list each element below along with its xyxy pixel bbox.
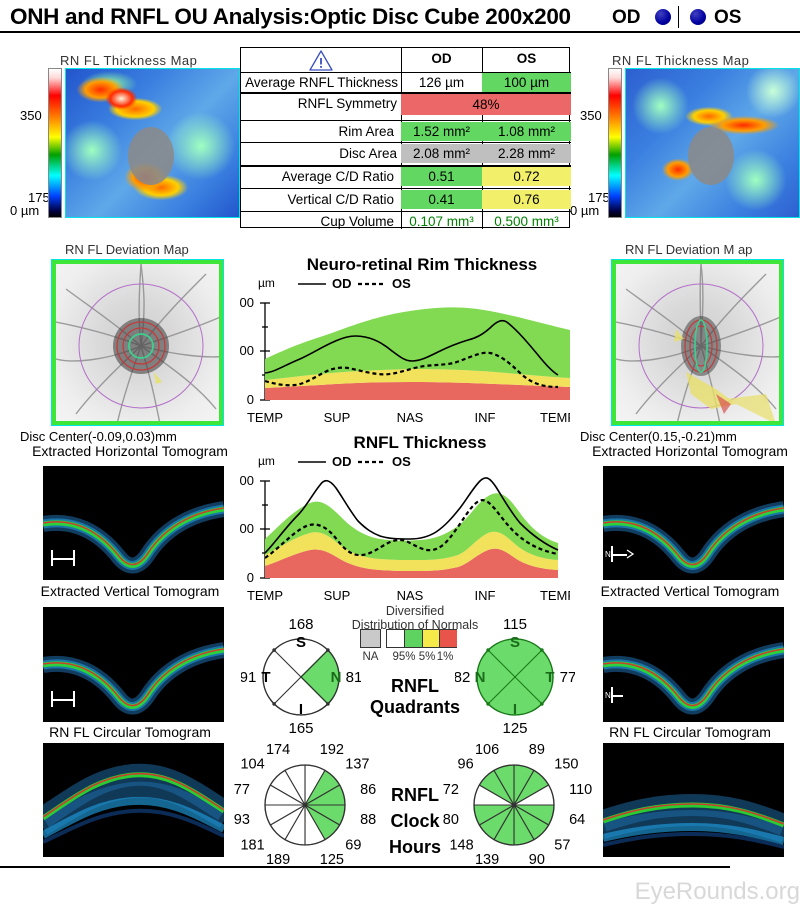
svg-text:N: N [331, 669, 342, 686]
svg-text:INF: INF [475, 410, 496, 425]
svg-text:TEMP: TEMP [540, 410, 570, 425]
svg-text:OS: OS [392, 276, 411, 291]
svg-text:106: 106 [475, 741, 499, 757]
svg-text:TEMP: TEMP [247, 588, 283, 603]
svg-text:µm: µm [258, 276, 275, 290]
svg-text:93: 93 [233, 811, 249, 827]
svg-text:TEMP: TEMP [247, 410, 283, 425]
svg-text:77: 77 [560, 669, 575, 686]
svg-text:96: 96 [458, 756, 474, 772]
svg-text:SUP: SUP [324, 410, 351, 425]
svg-text:192: 192 [319, 741, 343, 757]
svg-text:77: 77 [233, 782, 249, 798]
svg-text:0: 0 [247, 392, 254, 407]
svg-text:OD: OD [332, 276, 352, 291]
svg-text:57: 57 [554, 837, 570, 853]
svg-text:SUP: SUP [324, 588, 351, 603]
svg-text:NAS: NAS [397, 410, 424, 425]
svg-text:100: 100 [240, 521, 254, 536]
svg-text:64: 64 [569, 811, 585, 827]
svg-text:150: 150 [554, 756, 578, 772]
svg-text:400: 400 [240, 343, 254, 358]
svg-text:S: S [296, 634, 306, 651]
svg-text:174: 174 [265, 741, 289, 757]
svg-text:OD: OD [332, 454, 352, 469]
svg-text:T: T [545, 669, 554, 686]
svg-text:137: 137 [345, 756, 369, 772]
svg-text:89: 89 [529, 741, 545, 757]
svg-text:181: 181 [240, 837, 264, 853]
svg-text:T: T [261, 669, 270, 686]
svg-text:TEMP: TEMP [540, 588, 570, 603]
svg-text:91: 91 [241, 669, 256, 686]
svg-text:800: 800 [240, 295, 254, 310]
svg-text:115: 115 [503, 617, 527, 633]
svg-text:110: 110 [569, 782, 592, 798]
svg-text:N: N [605, 691, 611, 700]
svg-text:168: 168 [288, 617, 313, 633]
svg-text:µm: µm [258, 454, 275, 468]
svg-text:0: 0 [247, 570, 254, 585]
svg-text:NAS: NAS [397, 588, 424, 603]
svg-text:OS: OS [392, 454, 411, 469]
svg-text:S: S [510, 634, 520, 651]
svg-text:INF: INF [475, 588, 496, 603]
svg-text:N: N [605, 550, 611, 559]
svg-text:104: 104 [240, 756, 264, 772]
svg-text:200: 200 [240, 473, 254, 488]
